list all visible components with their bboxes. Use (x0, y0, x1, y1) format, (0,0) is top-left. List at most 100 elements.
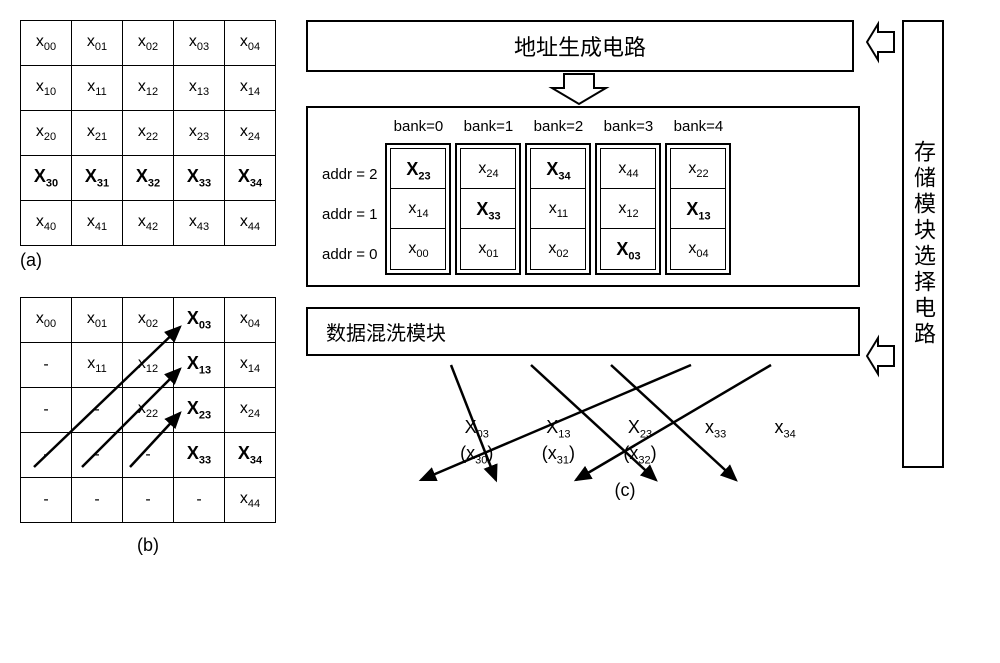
addr-label: addr = 0 (322, 235, 377, 275)
bank-column: bank=3 x44x12X03 (595, 118, 661, 275)
matrix-cell: x20 (21, 111, 72, 156)
bank-label: bank=1 (464, 118, 514, 135)
matrix-cell: x00 (21, 21, 72, 66)
bank-cell: x01 (461, 229, 515, 269)
matrix-cell: x44 (225, 478, 276, 523)
address-labels: addr = 2addr = 1addr = 0 (322, 155, 377, 275)
matrix-cell: - (21, 388, 72, 433)
bank-label: bank=4 (674, 118, 724, 135)
bank-column: bank=1x24X33x01 (455, 118, 521, 275)
bank-column: bank=4 x22X13x04 (665, 118, 731, 275)
matrix-cell: - (174, 478, 225, 523)
addr-label: addr = 1 (322, 195, 377, 235)
output-label: X13(x31) (542, 416, 575, 468)
bank-cell: x04 (671, 229, 725, 269)
matrix-cell: x14 (225, 66, 276, 111)
bank-cell: X23 (391, 149, 445, 189)
matrix-cell: x22 (123, 111, 174, 156)
matrix-cell: x12 (123, 343, 174, 388)
output-row: X03(x30) X13(x31) X23(x32) x33 x34 (306, 416, 860, 468)
matrix-cell: x41 (72, 201, 123, 246)
memory-select-sidebar: 存储模块选择电路 (902, 20, 944, 468)
bank-column: bank=2 X34x11x02 (525, 118, 591, 275)
output-label: X03(x30) (460, 416, 493, 468)
matrix-cell: x11 (72, 66, 123, 111)
matrix-cell: x10 (21, 66, 72, 111)
matrix-cell: x01 (72, 21, 123, 66)
matrix-cell: x04 (225, 298, 276, 343)
bank-label: bank=0 (394, 118, 444, 135)
matrix-cell: x21 (72, 111, 123, 156)
matrix-cell: X34 (225, 156, 276, 201)
matrix-cell: - (21, 343, 72, 388)
matrix-cell: x04 (225, 21, 276, 66)
caption-b: (b) (137, 535, 159, 556)
bank-cell: x00 (391, 229, 445, 269)
caption-c: (c) (615, 480, 636, 501)
matrix-cell: - (21, 433, 72, 478)
bank-cell: x12 (601, 189, 655, 229)
bank-cell: x11 (531, 189, 585, 229)
matrix-cell: X31 (72, 156, 123, 201)
bank-cell: x22 (671, 149, 725, 189)
matrix-a-wrap: x00x01x02x03x04x10x11x12x13x14x20x21x22x… (20, 20, 276, 271)
bank-label: bank=2 (534, 118, 584, 135)
left-column: x00x01x02x03x04x10x11x12x13x14x20x21x22x… (20, 20, 276, 556)
matrix-cell: X13 (174, 343, 225, 388)
matrix-cell: x00 (21, 298, 72, 343)
matrix-b: x00x01x02X03x04-x11x12X13x14--x22X23x24-… (20, 297, 276, 523)
matrix-cell: X33 (174, 433, 225, 478)
matrix-cell: X23 (174, 388, 225, 433)
matrix-cell: X03 (174, 298, 225, 343)
matrix-cell: x23 (174, 111, 225, 156)
bank-cell: x44 (601, 149, 655, 189)
matrix-cell: x14 (225, 343, 276, 388)
output-label: x34 (775, 416, 796, 468)
matrix-cell: X30 (21, 156, 72, 201)
matrix-cell: x43 (174, 201, 225, 246)
output-label: x33 (705, 416, 726, 468)
bank-label: bank=3 (604, 118, 654, 135)
matrix-cell: x42 (123, 201, 174, 246)
data-shuffle-box: 数据混洗模块 (306, 307, 860, 356)
matrix-a: x00x01x02x03x04x10x11x12x13x14x20x21x22x… (20, 20, 276, 246)
block-diagram: 地址生成电路 addr = 2addr = 1addr = 0 bank=0X2… (306, 20, 944, 468)
addr-label: addr = 2 (322, 155, 377, 195)
matrix-cell: x01 (72, 298, 123, 343)
matrix-cell: X34 (225, 433, 276, 478)
right-column: 地址生成电路 addr = 2addr = 1addr = 0 bank=0X2… (306, 20, 944, 501)
down-arrow-icon (306, 72, 850, 106)
matrix-cell: x12 (123, 66, 174, 111)
matrix-cell: x11 (72, 343, 123, 388)
bank-cell: x14 (391, 189, 445, 229)
matrix-cell: x24 (225, 111, 276, 156)
bank-cell: x02 (531, 229, 585, 269)
bank-cell: X13 (671, 189, 725, 229)
matrix-cell: - (72, 388, 123, 433)
matrix-cell: x02 (123, 21, 174, 66)
matrix-cell: - (72, 478, 123, 523)
matrix-cell: - (21, 478, 72, 523)
output-label: X23(x32) (623, 416, 656, 468)
caption-a: (a) (20, 250, 276, 271)
matrix-cell: x13 (174, 66, 225, 111)
matrix-cell: x44 (225, 201, 276, 246)
matrix-cell: X32 (123, 156, 174, 201)
diagram-main: 地址生成电路 addr = 2addr = 1addr = 0 bank=0X2… (306, 20, 860, 468)
figure: x00x01x02x03x04x10x11x12x13x14x20x21x22x… (20, 20, 980, 556)
matrix-cell: x40 (21, 201, 72, 246)
matrix-cell: X33 (174, 156, 225, 201)
sidebar-arrows (866, 20, 896, 450)
matrix-cell: - (123, 433, 174, 478)
memory-block: addr = 2addr = 1addr = 0 bank=0 X23x14x00… (306, 106, 860, 287)
matrix-cell: - (72, 433, 123, 478)
bank-cell: X34 (531, 149, 585, 189)
matrix-cell: x24 (225, 388, 276, 433)
matrix-cell: x03 (174, 21, 225, 66)
matrix-b-wrap: x00x01x02X03x04-x11x12X13x14--x22X23x24-… (20, 297, 276, 523)
bank-column: bank=0 X23x14x00 (385, 118, 451, 275)
matrix-cell: x22 (123, 388, 174, 433)
matrix-cell: x02 (123, 298, 174, 343)
matrix-cell: - (123, 478, 174, 523)
bank-cell: X03 (601, 229, 655, 269)
